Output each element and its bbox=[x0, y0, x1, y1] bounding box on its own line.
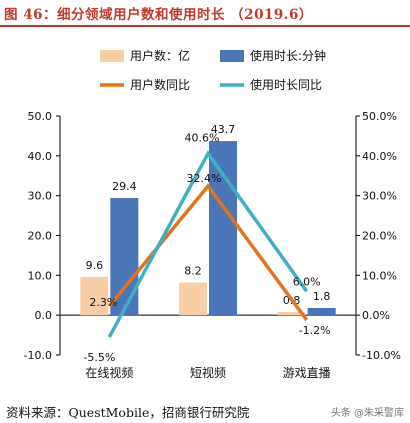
chart: -10.0 -10.0% 0.0 0.0% 10.0 10.0% 20.0 20.0% 30.0… bbox=[24, 48, 401, 380]
bar-1-1 bbox=[209, 141, 237, 316]
right-tick-label: 0.0% bbox=[362, 309, 390, 322]
category-label: 短视频 bbox=[190, 365, 226, 380]
line-label: 40.6% bbox=[185, 131, 220, 144]
bar-1-2 bbox=[307, 307, 336, 316]
bar-1-0 bbox=[110, 198, 139, 316]
left-tick-label: 10.0 bbox=[28, 269, 53, 282]
left-tick-label: 30.0 bbox=[28, 190, 53, 203]
bar-label: 1.8 bbox=[313, 290, 331, 303]
legend-label-0: 用户数：亿 bbox=[130, 48, 190, 63]
left-tick-label: -10.0 bbox=[24, 349, 52, 362]
left-tick-label: 40.0 bbox=[28, 150, 53, 163]
category-label: 游戏直播 bbox=[283, 366, 331, 380]
bar-label: 29.4 bbox=[112, 180, 137, 193]
right-tick-label: 20.0% bbox=[362, 230, 397, 243]
legend-label-2: 用户数同比 bbox=[130, 77, 190, 92]
source-note: 资料来源：QuestMobile，招商银行研究院 bbox=[6, 405, 250, 420]
line-label: 32.4% bbox=[187, 172, 222, 185]
right-tick-label: 30.0% bbox=[362, 190, 397, 203]
legend-label-3: 使用时长同比 bbox=[250, 77, 322, 92]
left-tick-label: 50.0 bbox=[28, 110, 53, 123]
line-label: 2.3% bbox=[89, 296, 117, 309]
right-tick-label: 10.0% bbox=[362, 269, 397, 282]
bar-0-0 bbox=[80, 276, 109, 316]
right-tick-label: 50.0% bbox=[362, 110, 397, 123]
bar-label: 8.2 bbox=[184, 265, 202, 278]
line-label: 6.0% bbox=[293, 275, 321, 288]
legend-swatch-1 bbox=[220, 50, 244, 62]
right-tick-label: -10.0% bbox=[362, 349, 401, 362]
title-bar: 图 46：细分领域用户数和使用时长 （2019.6） bbox=[0, 0, 410, 27]
left-tick-label: 20.0 bbox=[28, 230, 53, 243]
bar-0-2 bbox=[277, 311, 306, 316]
right-tick-label: 40.0% bbox=[362, 150, 397, 163]
bar-label: 43.7 bbox=[211, 123, 236, 136]
line-label: -1.2% bbox=[299, 324, 331, 337]
line-series-0 bbox=[107, 183, 309, 321]
left-tick-label: 0.0 bbox=[35, 309, 53, 322]
legend-swatch-0 bbox=[100, 50, 124, 62]
watermark: 头条 @朱采警库 bbox=[330, 408, 404, 419]
line-series-1 bbox=[107, 150, 309, 338]
legend-label-1: 使用时长:分钟 bbox=[250, 48, 326, 63]
line-label: -5.5% bbox=[83, 351, 115, 364]
category-label: 在线视频 bbox=[85, 365, 133, 380]
figure-title: 图 46：细分领域用户数和使用时长 （2019.6） bbox=[4, 7, 313, 23]
title-divider bbox=[0, 25, 410, 27]
bar-0-1 bbox=[179, 282, 207, 316]
bar-label: 9.6 bbox=[86, 259, 104, 272]
